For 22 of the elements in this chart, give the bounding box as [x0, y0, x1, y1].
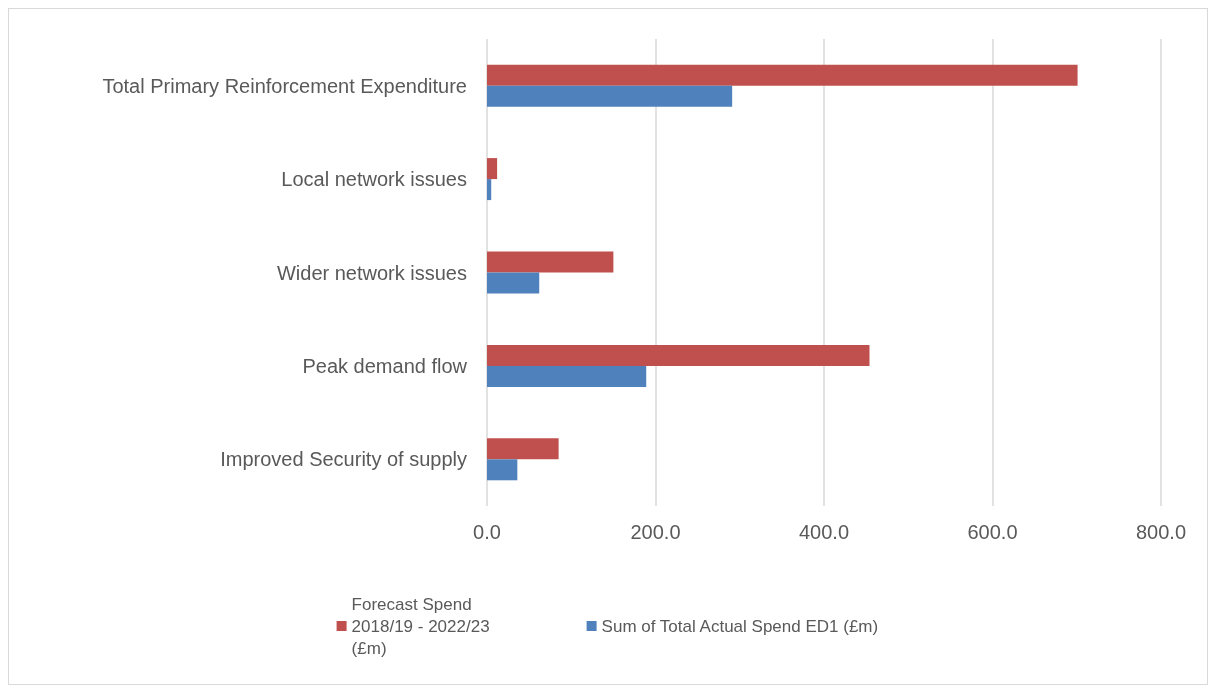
x-tick-label: 200.0: [630, 521, 681, 543]
x-tick-label: 400.0: [798, 521, 850, 543]
bar: [487, 459, 518, 481]
bar: [487, 272, 540, 294]
x-tick-label: 600.0: [967, 521, 1018, 543]
y-tick-label: Local network issues: [281, 168, 467, 191]
y-tick-label: Wider network issues: [276, 261, 467, 284]
bar: [487, 158, 498, 180]
legend-label: Sum of Total Actual Spend ED1 (£m): [601, 616, 879, 636]
y-tick-label: Total Primary Reinforcement Expenditure: [102, 74, 467, 97]
x-tick-label: 0.0: [473, 521, 501, 543]
bar: [487, 64, 1078, 86]
bar: [487, 365, 647, 387]
bar: [487, 85, 733, 107]
legend-label: Forecast Spend 2018/19 - 2022/23 (£m): [351, 594, 495, 658]
bar: [487, 179, 492, 201]
y-tick-label: Improved Security of supply: [220, 448, 467, 471]
bar: [487, 438, 559, 460]
bar: [487, 251, 614, 273]
x-tick-label: 800.0: [1135, 521, 1187, 543]
bar: [487, 344, 870, 366]
y-tick-label: Peak demand flow: [302, 354, 468, 377]
